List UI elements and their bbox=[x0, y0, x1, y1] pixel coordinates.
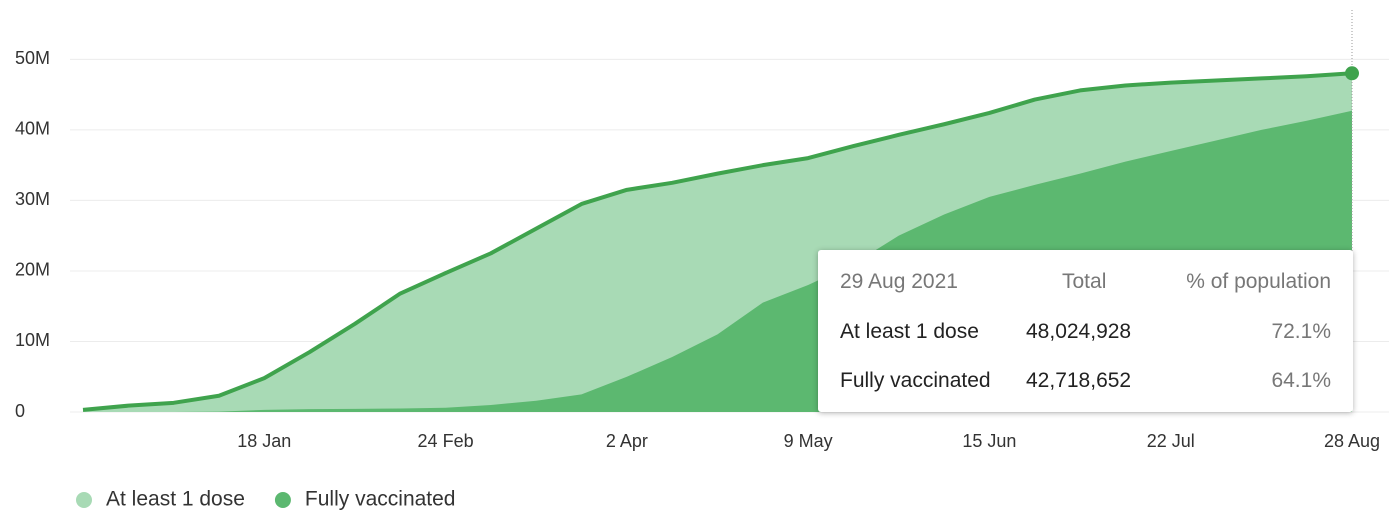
y-tick-label: 0 bbox=[15, 401, 25, 421]
tooltip-total: 48,024,928 bbox=[1026, 320, 1132, 343]
x-tick-label: 15 Jun bbox=[962, 431, 1016, 451]
x-tick-label: 9 May bbox=[784, 431, 833, 451]
tooltip: 29 Aug 2021 Total % of population At lea… bbox=[818, 250, 1353, 412]
x-tick-label: 24 Feb bbox=[418, 431, 474, 451]
y-tick-label: 20M bbox=[15, 260, 50, 280]
x-tick-label: 28 Aug bbox=[1324, 431, 1380, 451]
tooltip-date: 29 Aug 2021 bbox=[840, 270, 958, 293]
tooltip-label: At least 1 dose bbox=[840, 320, 979, 343]
legend-swatch bbox=[274, 492, 291, 508]
tooltip-header: % of population bbox=[1186, 270, 1331, 293]
end-dot bbox=[1345, 66, 1359, 81]
y-tick-label: 30M bbox=[15, 189, 50, 209]
legend-label: At least 1 dose bbox=[106, 488, 245, 511]
x-tick-label: 22 Jul bbox=[1147, 431, 1195, 451]
y-tick-label: 40M bbox=[15, 119, 50, 139]
tooltip-header: Total bbox=[1062, 270, 1107, 293]
tooltip-total: 42,718,652 bbox=[1026, 369, 1132, 392]
x-tick-label: 18 Jan bbox=[237, 431, 291, 451]
line bbox=[82, 71, 1353, 412]
x-tick-label: 2 Apr bbox=[606, 431, 648, 451]
legend-label: Fully vaccinated bbox=[305, 488, 456, 511]
y-tick-label: 10M bbox=[15, 330, 50, 350]
tooltip-label: Fully vaccinated bbox=[840, 369, 991, 392]
legend-swatch bbox=[76, 492, 92, 508]
y-tick-label: 50M bbox=[15, 48, 50, 68]
tooltip-percent: 72.1% bbox=[1271, 320, 1331, 343]
tooltip-percent: 64.1% bbox=[1271, 369, 1331, 392]
